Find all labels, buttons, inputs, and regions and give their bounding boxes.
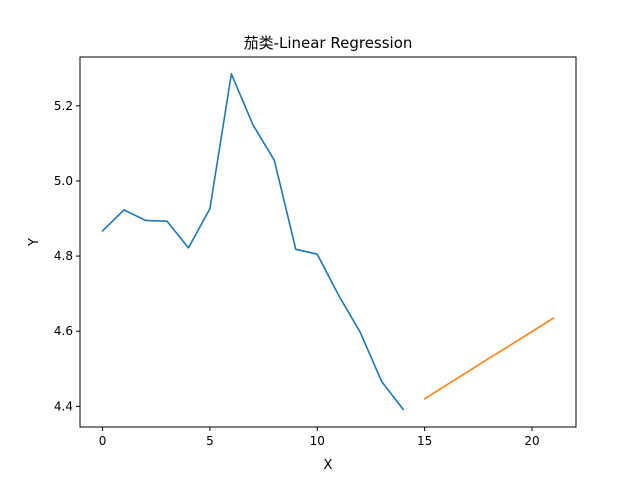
y-tick-label: 5.0 xyxy=(54,174,73,188)
plot-area-frame xyxy=(79,56,577,428)
x-tick-label: 5 xyxy=(206,434,214,448)
x-axis-label: X xyxy=(324,458,333,473)
y-tick-label: 4.8 xyxy=(54,249,73,263)
y-tick-label: 5.2 xyxy=(54,99,73,113)
y-axis-label: Y xyxy=(27,238,42,247)
x-tick-label: 0 xyxy=(99,434,107,448)
x-tick-label: 20 xyxy=(524,434,539,448)
x-tick-label: 10 xyxy=(310,434,325,448)
chart-title: 茄类-Linear Regression xyxy=(244,34,413,52)
y-tick-label: 4.6 xyxy=(54,324,73,338)
x-axis: 0 5 10 15 20 xyxy=(99,427,540,448)
series-line-0 xyxy=(101,73,405,411)
series-line-1 xyxy=(423,316,555,400)
series-layer xyxy=(101,73,555,411)
y-axis: 4.4 4.6 4.8 5.0 5.2 xyxy=(54,99,80,413)
x-tick-label: 15 xyxy=(417,434,432,448)
y-tick-label: 4.4 xyxy=(54,399,73,413)
